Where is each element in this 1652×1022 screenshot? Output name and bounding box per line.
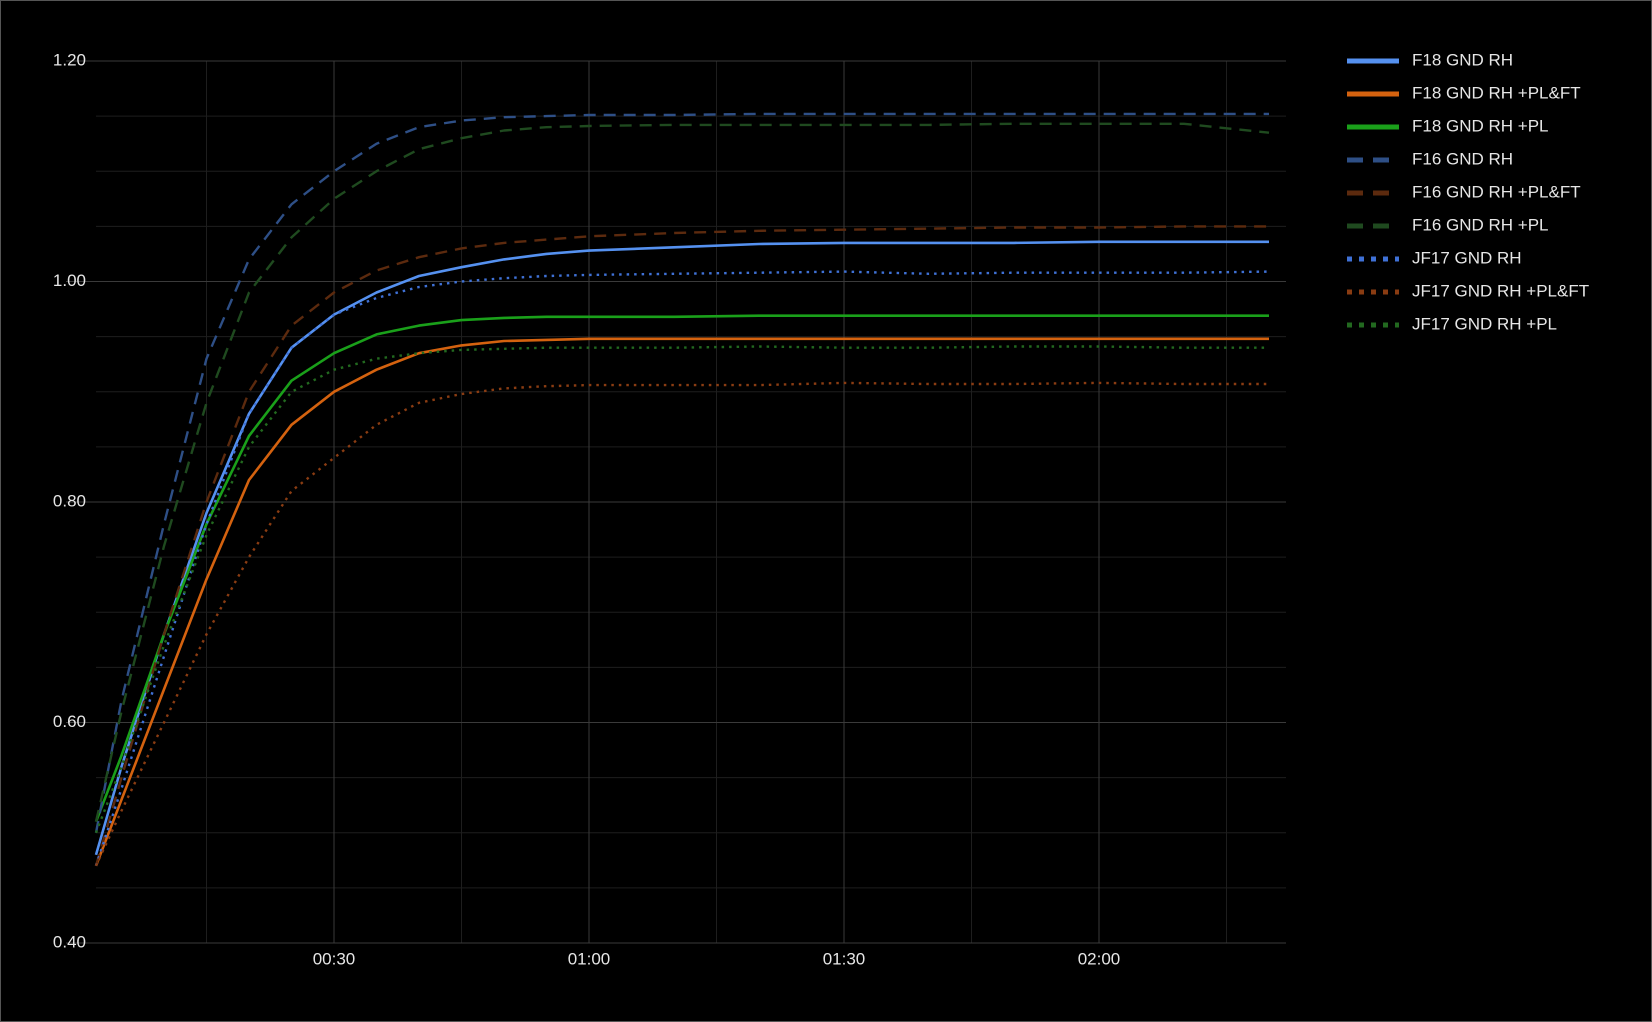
legend-label: F16 GND RH — [1412, 149, 1513, 168]
y-tick-label: 0.40 — [53, 932, 86, 951]
y-tick-label: 0.80 — [53, 491, 86, 510]
series-line — [94, 225, 1269, 867]
series-line — [94, 122, 1270, 822]
series-line — [94, 337, 1269, 867]
legend-label: JF17 GND RH — [1412, 248, 1522, 267]
legend-label: F16 GND RH +PL&FT — [1412, 182, 1581, 201]
legend-label: F18 GND RH +PL&FT — [1412, 83, 1581, 102]
y-tick-label: 0.60 — [53, 712, 86, 731]
series-line — [94, 112, 1269, 834]
series-line — [94, 345, 1269, 834]
legend-label: F18 GND RH +PL — [1412, 116, 1549, 135]
x-tick-label: 00:30 — [313, 949, 356, 968]
series-line — [94, 240, 1269, 856]
legend-label: F16 GND RH +PL — [1412, 215, 1549, 234]
x-tick-label: 01:30 — [823, 949, 866, 968]
series-line — [94, 270, 1270, 867]
series-line — [94, 381, 1269, 867]
y-tick-label: 1.00 — [53, 271, 86, 290]
legend-label: JF17 GND RH +PL — [1412, 314, 1557, 333]
x-tick-label: 02:00 — [1078, 949, 1121, 968]
x-tick-label: 01:00 — [568, 949, 611, 968]
legend-label: JF17 GND RH +PL&FT — [1412, 281, 1589, 300]
y-tick-label: 1.20 — [53, 50, 86, 69]
legend-label: F18 GND RH — [1412, 50, 1513, 69]
series-line — [94, 314, 1269, 823]
